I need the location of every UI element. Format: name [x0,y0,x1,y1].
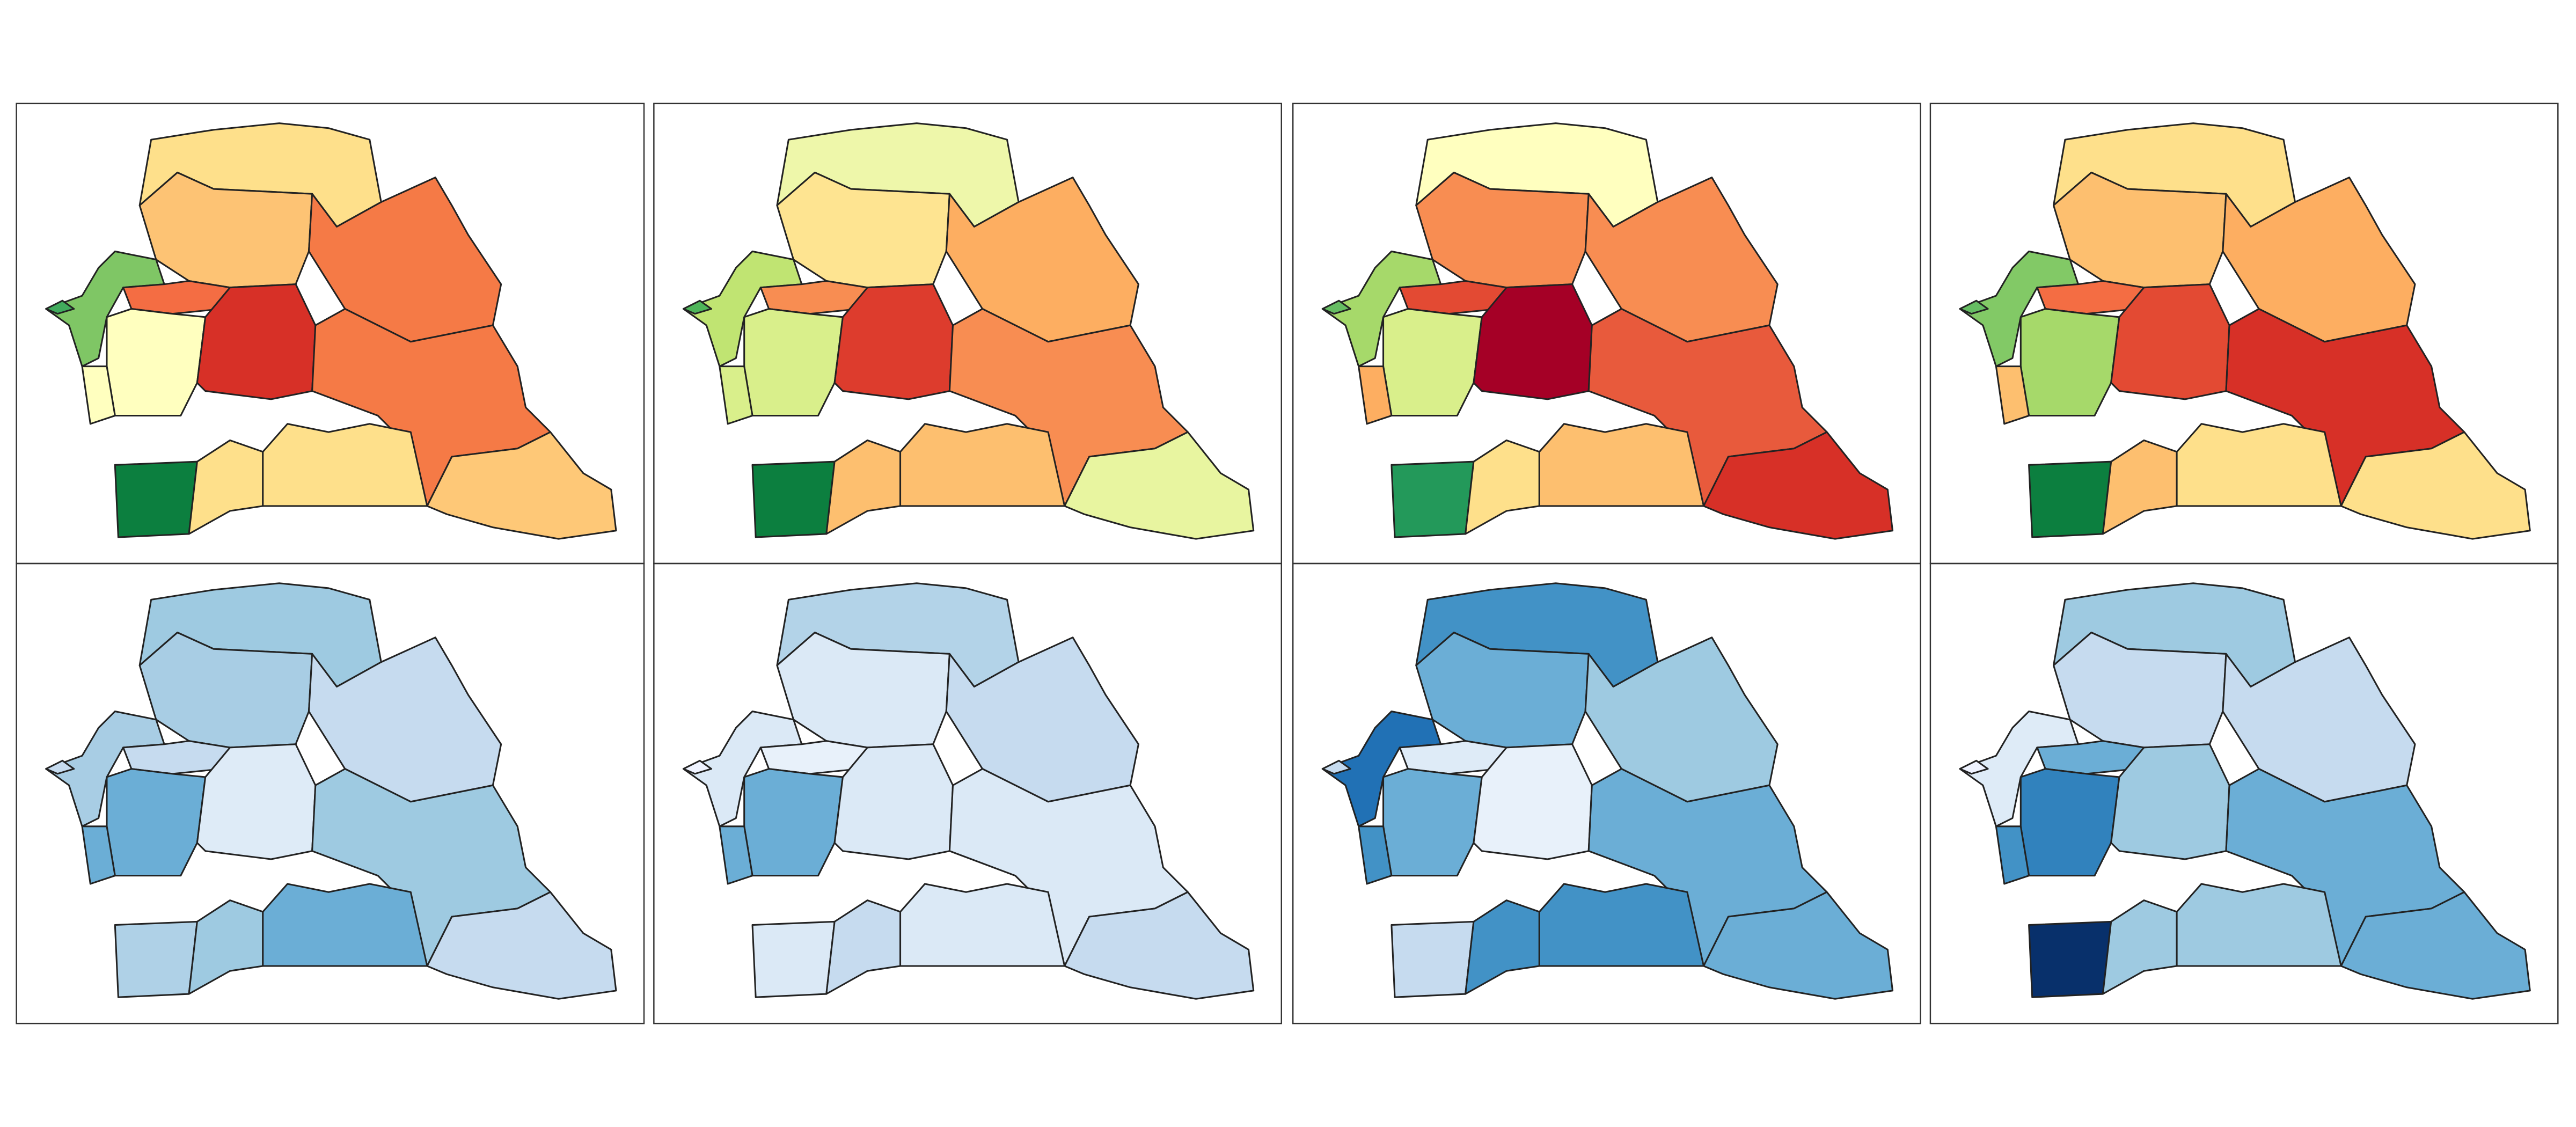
panel-frame [653,562,1282,1024]
region [426,431,617,540]
region [1995,825,2030,885]
region [1415,632,1590,749]
region [899,883,1066,967]
region [1321,299,1351,315]
region [2019,308,2120,417]
region [188,899,264,995]
map-panel [1929,103,2559,565]
region [1391,920,1475,998]
region [308,177,502,343]
region [2176,423,2342,507]
map-panel [1292,103,1921,565]
region [106,308,207,417]
region [81,825,116,885]
region [899,423,1066,507]
region [2028,460,2112,538]
map-panel [16,562,645,1024]
region [1584,177,1779,343]
region [1538,423,1705,507]
region [2053,171,2227,289]
region [1382,308,1483,417]
region [45,299,75,315]
region [138,632,313,749]
region [2222,177,2416,343]
region [2176,883,2342,967]
region [682,299,713,315]
region [743,308,844,417]
region [2102,439,2178,535]
region [945,636,1139,803]
region [1382,768,1483,877]
region [262,423,428,507]
region [1358,825,1393,885]
region [2053,632,2227,749]
panel-frame [16,562,645,1024]
region [1465,439,1540,535]
region [45,759,75,775]
region [825,899,902,995]
region [2340,891,2531,1000]
region [1358,365,1393,425]
region [114,920,198,998]
region [106,768,207,877]
region [1064,891,1255,1000]
region [719,365,753,425]
region [1321,759,1351,775]
region [1959,299,1989,315]
region [945,177,1139,343]
region [81,365,116,425]
region [1538,883,1705,967]
region [262,883,428,967]
region [776,632,950,749]
region [1959,759,1989,775]
region [2222,636,2416,803]
region [1995,365,2030,425]
region [114,460,198,538]
region [743,768,844,877]
map-panel [16,103,645,565]
region [825,439,902,535]
region [2102,899,2178,995]
region [1391,460,1475,538]
region [308,636,502,803]
panel-frame [1929,562,2559,1024]
region [1415,171,1590,289]
region [751,920,836,998]
map-panel [653,103,1282,565]
region [1584,636,1779,803]
region [776,171,950,289]
region [2019,768,2120,877]
region [1702,431,1894,540]
region [2028,920,2112,998]
map-panel [1929,562,2559,1024]
region [138,171,313,289]
region [1702,891,1894,1000]
region [1465,899,1540,995]
region [188,439,264,535]
region [2340,431,2531,540]
region [426,891,617,1000]
region [1064,431,1255,540]
panel-frame [1292,562,1921,1024]
map-panel [1292,562,1921,1024]
region [682,759,713,775]
map-panel [653,562,1282,1024]
region [719,825,753,885]
region [751,460,836,538]
